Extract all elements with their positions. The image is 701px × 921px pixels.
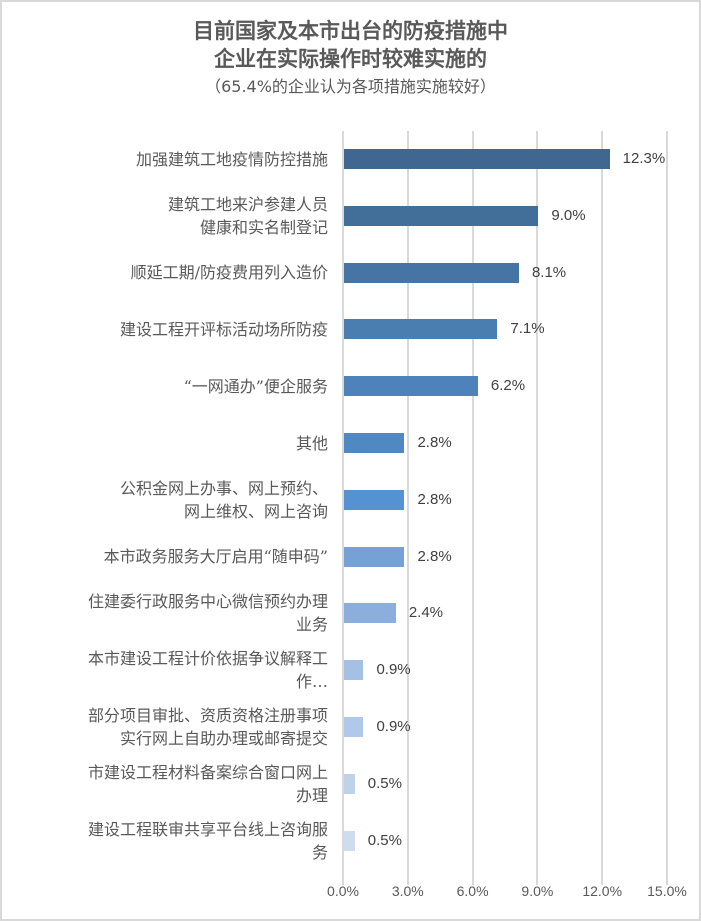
x-tick-label: 12.0%	[582, 883, 623, 899]
bar-value-label: 9.0%	[551, 206, 586, 224]
bar	[344, 603, 396, 624]
bar-value-label: 2.8%	[417, 434, 452, 451]
bar	[344, 830, 355, 851]
category-label-line: 本市政务服务大厅启用“随申码”	[103, 547, 328, 567]
category-label: 建设工程开评标活动场所防疫	[6, 318, 328, 341]
category-label-line: 建设工程联审共享平台线上咨询服	[87, 819, 328, 839]
bar	[344, 205, 539, 226]
bar	[344, 149, 610, 169]
category-label-line: 实行网上自助办理或邮寄提交	[119, 729, 328, 748]
bar	[344, 717, 364, 737]
category-label: 加强建筑工地疫情防控措施	[6, 148, 328, 171]
category-label: 本市建设工程计价依据争议解释工作…	[6, 647, 328, 693]
bar-value-label: 0.5%	[367, 831, 402, 849]
category-label-line: 本市建设工程计价依据争议解释工	[87, 649, 328, 669]
bar	[344, 319, 498, 340]
category-label: 顺延工期/防疫费用列入造价	[6, 261, 328, 284]
x-tick-label: 15.0%	[647, 883, 687, 899]
category-label-line: 办理	[295, 785, 328, 805]
bar	[344, 376, 478, 397]
bar-value-label: 12.3%	[622, 150, 666, 167]
category-label-line: 公积金网上办事、网上预约、	[119, 478, 328, 498]
gridline	[342, 131, 344, 885]
chart-subtitle: （65.4%的企业认为各项措施实施较好）	[205, 77, 496, 96]
category-label: 建筑工地来沪参建人员健康和实名制登记	[6, 193, 328, 239]
gridline	[471, 131, 474, 885]
bar	[344, 773, 355, 794]
chart-title-line-1: 目前国家及本市出台的防疫措施中	[193, 19, 508, 43]
x-tick-label: 3.0%	[391, 883, 424, 899]
category-label: 市建设工程材料备案综合窗口网上办理	[6, 761, 328, 807]
category-label: “一网通办”便企服务	[6, 375, 328, 398]
gridline	[406, 131, 409, 885]
category-label-line: 其他	[295, 433, 328, 453]
bar-value-label: 7.1%	[510, 320, 545, 338]
bar	[344, 262, 519, 283]
category-label-line: 建筑工地来沪参建人员	[167, 194, 328, 214]
bar	[344, 433, 405, 453]
bar-value-label: 6.2%	[490, 377, 526, 395]
gridline	[536, 131, 539, 885]
category-label: 本市政务服务大厅启用“随申码”	[6, 545, 328, 568]
category-label-line: 住建委行政服务中心微信预约办理	[87, 592, 328, 612]
category-label-line: 网上维权、网上咨询	[183, 501, 328, 521]
category-label: 住建委行政服务中心微信预约办理业务	[6, 590, 328, 636]
category-label: 其他	[6, 432, 328, 455]
x-tick-label: 6.0%	[456, 883, 489, 899]
gridline	[666, 131, 668, 885]
bar-value-label: 0.9%	[376, 718, 411, 735]
gridline	[601, 131, 604, 885]
category-label-line: 市建设工程材料备案综合窗口网上	[87, 762, 328, 782]
category-label: 公积金网上办事、网上预约、网上维权、网上咨询	[6, 477, 328, 523]
bar-value-label: 2.4%	[408, 604, 444, 622]
bar	[344, 660, 364, 681]
category-label-line: 建设工程开评标活动场所防疫	[119, 319, 328, 339]
category-label: 建设工程联审共享平台线上咨询服务	[6, 818, 328, 864]
bar-value-label: 2.8%	[417, 490, 452, 508]
x-tick-label: 9.0%	[521, 883, 554, 899]
bar	[344, 546, 405, 567]
x-tick-label: 0.0%	[327, 883, 359, 899]
category-label-line: 加强建筑工地疫情防控措施	[135, 149, 328, 169]
category-label-line: 健康和实名制登记	[199, 217, 328, 237]
bar-value-label: 2.8%	[417, 547, 452, 565]
category-label-line: 务	[311, 842, 328, 862]
bar-value-label: 0.5%	[367, 774, 402, 792]
chart-title-line-2: 企业在实际操作时较难实施的	[214, 47, 487, 71]
category-label-line: 顺延工期/防疫费用列入造价	[130, 263, 328, 283]
bar-value-label: 8.1%	[531, 263, 567, 281]
bar	[344, 489, 405, 510]
category-label: 部分项目审批、资质资格注册事项实行网上自助办理或邮寄提交	[6, 704, 328, 750]
category-label-line: 业务	[295, 615, 328, 635]
category-label-line: 部分项目审批、资质资格注册事项	[87, 706, 328, 725]
bar-value-label: 0.9%	[376, 661, 411, 679]
category-label-line: 作…	[295, 672, 328, 692]
category-label-line: “一网通办”便企服务	[183, 376, 328, 396]
